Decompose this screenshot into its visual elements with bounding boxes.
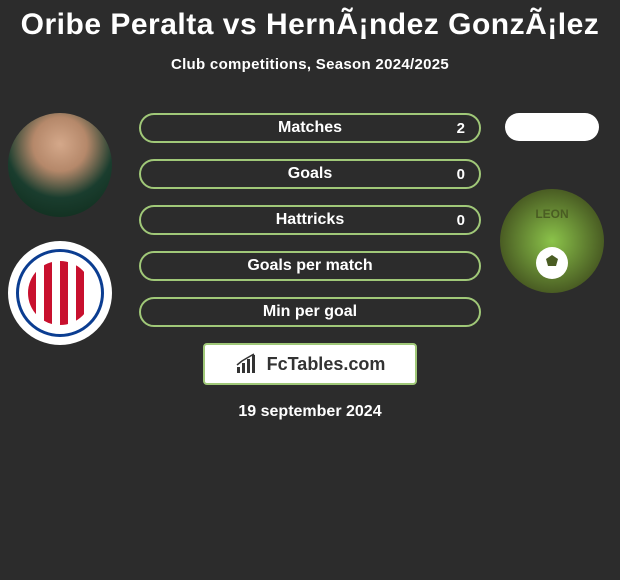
stats-list: Matches 2 Goals 0 Hattricks 0 Goals per … — [139, 113, 481, 327]
leon-ball-icon — [522, 225, 582, 285]
stat-right-value: 0 — [457, 166, 465, 183]
right-column: LEON — [492, 113, 612, 293]
stat-label: Goals — [141, 165, 479, 183]
subtitle: Club competitions, Season 2024/2025 — [0, 56, 620, 73]
stat-row: Goals per match — [139, 251, 481, 281]
leon-text-icon: LEON — [500, 207, 604, 221]
comparison-main: LEON Matches 2 Goals 0 Hattricks 0 Goals… — [0, 113, 620, 421]
stat-row: Goals 0 — [139, 159, 481, 189]
club-right-logo: LEON — [500, 189, 604, 293]
stat-label: Min per goal — [141, 303, 479, 321]
left-column — [8, 113, 128, 345]
stat-row: Min per goal — [139, 297, 481, 327]
stat-right-value: 0 — [457, 212, 465, 229]
stat-row: Matches 2 — [139, 113, 481, 143]
stat-label: Goals per match — [141, 257, 479, 275]
stat-row: Hattricks 0 — [139, 205, 481, 235]
chivas-stripes-icon — [28, 261, 92, 325]
stat-right-value: 2 — [457, 120, 465, 137]
brand-text: FcTables.com — [267, 354, 386, 375]
brand-badge[interactable]: FcTables.com — [203, 343, 417, 385]
stat-label: Hattricks — [141, 211, 479, 229]
bars-icon — [235, 353, 261, 375]
page-title: Oribe Peralta vs HernÃ¡ndez GonzÃ¡lez — [0, 0, 620, 42]
date-text: 19 september 2024 — [0, 403, 620, 421]
player-right-avatar — [505, 113, 599, 141]
player-left-avatar — [8, 113, 112, 217]
stat-label: Matches — [141, 119, 479, 137]
club-left-logo — [8, 241, 112, 345]
